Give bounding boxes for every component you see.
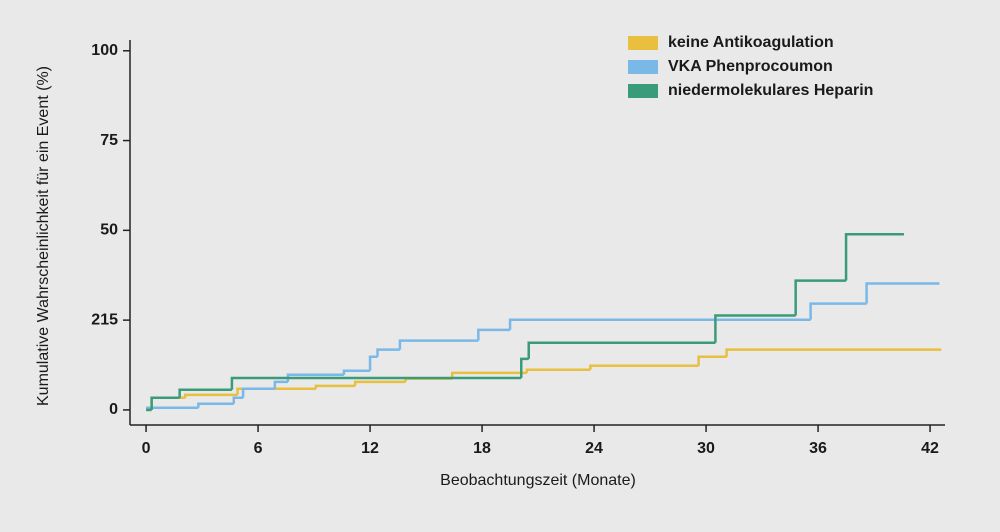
- step-segment: [794, 279, 847, 316]
- x-tick-label: 0: [142, 440, 151, 457]
- step-segment: [725, 348, 942, 357]
- y-tick-label: 50: [100, 222, 118, 239]
- x-tick-label: 18: [473, 440, 491, 457]
- step-segment: [368, 355, 378, 371]
- step-segment: [697, 355, 727, 366]
- step-segment: [398, 339, 479, 350]
- step-segment: [376, 348, 400, 357]
- step-segment: [353, 380, 406, 386]
- step-segment: [150, 396, 180, 410]
- step-segment: [508, 318, 811, 330]
- y-tick-label: 215: [91, 311, 118, 328]
- step-segment: [809, 302, 867, 320]
- x-tick-label: 30: [697, 440, 715, 457]
- x-tick-label: 6: [254, 440, 263, 457]
- legend-swatch: [628, 84, 658, 98]
- x-tick-label: 12: [361, 440, 379, 457]
- x-tick-label: 36: [809, 440, 827, 457]
- step-segment: [314, 384, 356, 389]
- step-segment: [286, 373, 344, 382]
- step-segment: [589, 364, 699, 370]
- step-segment: [342, 369, 371, 375]
- y-tick-label: 0: [109, 401, 118, 418]
- step-segment: [232, 396, 244, 404]
- step-segment: [525, 368, 591, 373]
- legend-label: VKA Phenprocoumon: [668, 58, 833, 75]
- legend-swatch: [628, 60, 658, 74]
- step-segment: [477, 328, 511, 341]
- step-segment: [197, 402, 234, 408]
- step-segment: [527, 341, 716, 359]
- legend-label: keine Antikoagulation: [668, 34, 834, 51]
- legend-swatch: [628, 36, 658, 50]
- x-axis-label: Beobachtungszeit (Monate): [440, 472, 636, 489]
- y-axis-label: Kumulative Wahrscheinlichkeit für ein Ev…: [35, 66, 52, 406]
- legend-label: niedermolekulares Heparin: [668, 82, 873, 99]
- y-tick-label: 100: [91, 42, 118, 59]
- x-tick-label: 42: [921, 440, 939, 457]
- step-segment: [273, 380, 288, 389]
- step-segment: [230, 376, 522, 390]
- step-segment: [184, 393, 238, 398]
- step-segment: [714, 314, 796, 343]
- step-segment: [241, 387, 275, 398]
- step-segment: [865, 282, 940, 304]
- step-segment: [520, 357, 529, 378]
- step-segment: [178, 388, 232, 398]
- step-segment: [844, 233, 904, 281]
- x-tick-label: 24: [585, 440, 603, 457]
- step-segment: [236, 387, 316, 395]
- y-tick-label: 75: [100, 132, 118, 149]
